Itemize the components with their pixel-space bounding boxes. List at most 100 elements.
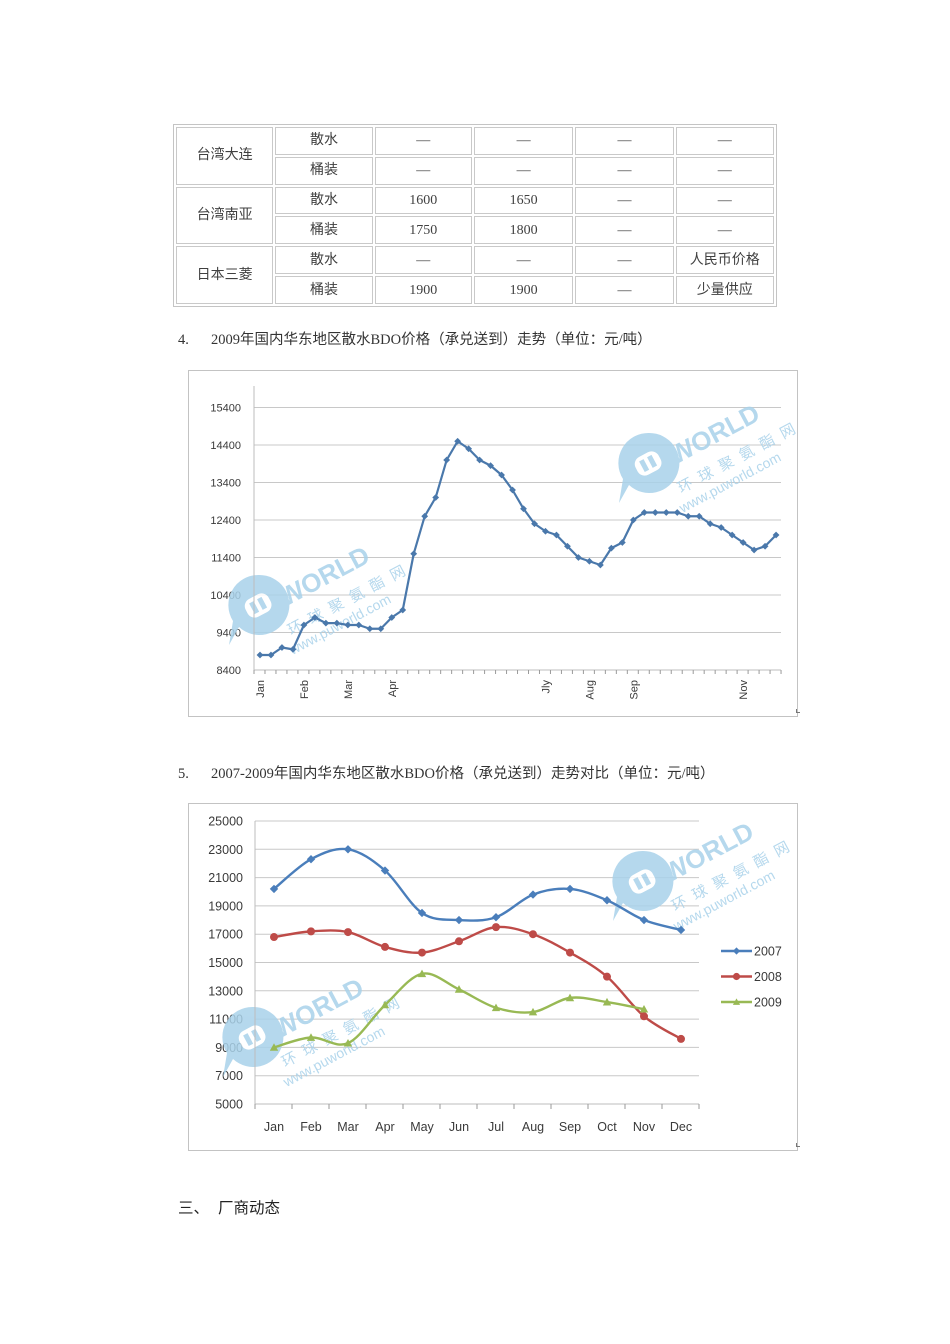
section-4-heading: 4. 2009年国内华东地区散水BDO价格（承兑送到）走势（单位：元/吨）	[178, 328, 652, 349]
x-tick-label: Apr	[375, 1120, 394, 1134]
data-point-circle	[603, 972, 611, 981]
data-point-diamond	[380, 866, 390, 875]
data-point-diamond	[761, 542, 769, 550]
data-point-circle	[270, 933, 278, 942]
data-point-triangle	[417, 969, 427, 978]
data-point-diamond	[607, 544, 615, 552]
package-type: 桶装	[275, 276, 373, 304]
data-point-diamond	[465, 445, 473, 453]
data-point-diamond	[267, 651, 275, 659]
price-cell: —	[374, 156, 472, 185]
data-point-diamond	[553, 531, 560, 539]
price-trend-2009-chart: 8400 9400 10400 11400 12400 13400 14400 15400 WO…	[188, 370, 798, 717]
data-point-diamond	[417, 908, 427, 918]
price-cell: —	[575, 276, 674, 304]
x-tick-label: Nov	[633, 1120, 656, 1134]
x-tick-label: Jan	[264, 1120, 284, 1134]
legend-item-2009: 2009	[721, 996, 782, 1010]
table-row: 日本三菱 散水 — — — 人民币价格	[176, 246, 774, 304]
x-tick-label: Jly	[540, 680, 552, 694]
data-point-diamond	[528, 890, 538, 899]
x-tick-label: Mar	[337, 1120, 359, 1134]
data-point-diamond	[772, 531, 780, 539]
data-point-diamond	[651, 509, 659, 516]
data-point-diamond	[717, 524, 725, 531]
data-point-circle	[640, 1012, 648, 1021]
data-point-circle	[455, 937, 463, 946]
y-tick-label: 23000	[208, 843, 243, 857]
data-point-diamond	[706, 520, 714, 528]
data-point-circle	[732, 972, 741, 981]
watermark-u-icon	[628, 869, 656, 894]
y-tick-label: 7000	[215, 1069, 243, 1083]
legend-label: 2008	[754, 970, 782, 984]
data-point-diamond	[618, 539, 626, 546]
price-cell: —	[473, 246, 574, 275]
x-tick-label: Feb	[300, 1120, 322, 1134]
section-number: 5.	[178, 766, 189, 782]
x-tick-label: Sep	[559, 1120, 581, 1134]
data-point-diamond	[750, 546, 758, 554]
price-cell: —	[374, 127, 472, 155]
x-tick-label: Apr	[387, 680, 399, 697]
data-point-diamond	[728, 531, 736, 539]
data-point-diamond	[306, 855, 316, 864]
price-cell: 1900	[374, 276, 472, 304]
data-point-diamond	[739, 539, 747, 546]
price-comparison-2007-2009-chart: 5000700090001100013000150001700019000210…	[188, 803, 798, 1151]
series-2009	[256, 437, 780, 659]
watermark-u-icon	[238, 1025, 266, 1050]
data-point-circle	[418, 948, 426, 957]
data-point-diamond	[732, 947, 741, 955]
y-tick-label: 13000	[208, 984, 243, 998]
data-point-circle	[529, 930, 537, 939]
data-point-diamond	[673, 509, 681, 516]
data-point-diamond	[565, 884, 575, 894]
section-3-heading: 三、 厂商动态	[178, 1196, 280, 1218]
price-cell: —	[575, 186, 674, 215]
price-cell: —	[575, 216, 674, 245]
data-point-diamond	[596, 561, 604, 569]
price-cell: 1800	[473, 216, 574, 245]
legend-item-2008: 2008	[721, 970, 782, 984]
data-point-diamond	[520, 505, 527, 513]
x-tick-label: Sep	[628, 680, 640, 700]
data-point-diamond	[256, 651, 264, 659]
y-tick-label: 8400	[217, 665, 241, 677]
y-tick-label: 15000	[208, 956, 243, 970]
data-point-diamond	[629, 516, 637, 524]
y-tick-label: 17000	[208, 928, 243, 942]
price-cell: —	[473, 156, 574, 185]
y-tick-label: 25000	[208, 815, 243, 829]
data-point-triangle	[380, 1000, 390, 1009]
data-point-diamond	[662, 509, 670, 516]
data-point-triangle	[306, 1033, 316, 1041]
data-point-diamond	[322, 619, 330, 627]
x-tick-label: Aug	[522, 1120, 544, 1134]
table-row: 台湾南亚 散水 1600 1650 — —	[176, 186, 774, 245]
price-cell: —	[575, 127, 674, 155]
section-title: 厂商动态	[218, 1200, 281, 1217]
x-tick-label: Nov	[738, 680, 750, 700]
data-point-triangle	[454, 985, 464, 993]
data-point-diamond	[410, 550, 418, 558]
supplier-price-table: 台湾大连 散水 — — — — 桶装 — — — — 台湾南亚 散水 1600 …	[173, 124, 777, 307]
section-number: 4.	[178, 332, 189, 348]
price-cell: —	[675, 216, 774, 245]
data-point-triangle	[269, 1043, 279, 1051]
table-row: 桶装 — — — —	[176, 156, 774, 185]
data-point-circle	[307, 927, 315, 936]
price-cell: 人民币价格	[675, 246, 774, 275]
section-title: 2007-2009年国内华东地区散水BDO价格（承兑送到）走势对比（单位：元/吨…	[211, 766, 715, 782]
data-point-diamond	[491, 913, 501, 922]
data-point-diamond	[333, 619, 341, 627]
data-point-diamond	[487, 462, 494, 470]
x-tick-label: May	[410, 1120, 434, 1134]
data-point-diamond	[421, 512, 429, 520]
y-tick-label: 13400	[210, 478, 241, 490]
price-cell: 1750	[374, 216, 472, 245]
data-point-diamond	[640, 509, 648, 516]
